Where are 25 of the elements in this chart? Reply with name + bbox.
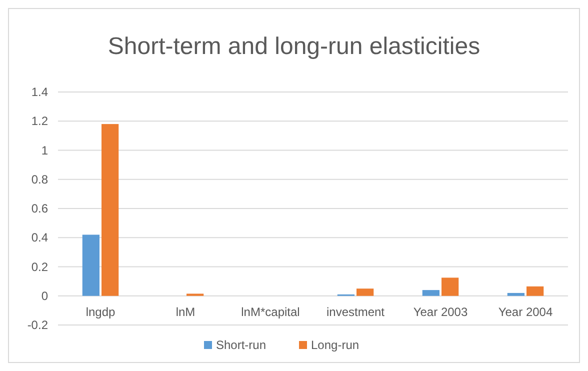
bar (422, 290, 440, 296)
y-tick-label: 1.4 (31, 85, 48, 99)
x-tick-label: lnM*capital (241, 304, 300, 319)
bar (102, 124, 119, 296)
y-tick-label: 0.2 (31, 260, 48, 274)
legend-label: Short-run (216, 338, 266, 352)
y-tick-label: 0 (41, 288, 48, 303)
y-tick-label: -0.2 (27, 318, 48, 332)
x-tick-label: Year 2004 (498, 304, 553, 319)
bar (526, 286, 544, 296)
x-tick-label: lnM (176, 304, 196, 319)
bar (442, 278, 459, 296)
bar (356, 288, 374, 296)
y-tick-label: 0.4 (31, 230, 48, 245)
y-tick-label: 0.8 (31, 172, 48, 186)
bar (82, 234, 100, 296)
chart-title: Short-term and long-run elasticities (108, 33, 480, 60)
y-tick-label: 1 (41, 143, 48, 158)
bar (507, 292, 524, 296)
y-tick-label: 0.6 (31, 202, 48, 216)
x-tick-label: lngdp (86, 304, 116, 319)
y-tick-label: 1.2 (31, 114, 48, 128)
x-tick-label: Year 2003 (413, 304, 468, 319)
x-tick-label: investment (326, 304, 386, 319)
legend-label: Long-run (311, 338, 360, 352)
